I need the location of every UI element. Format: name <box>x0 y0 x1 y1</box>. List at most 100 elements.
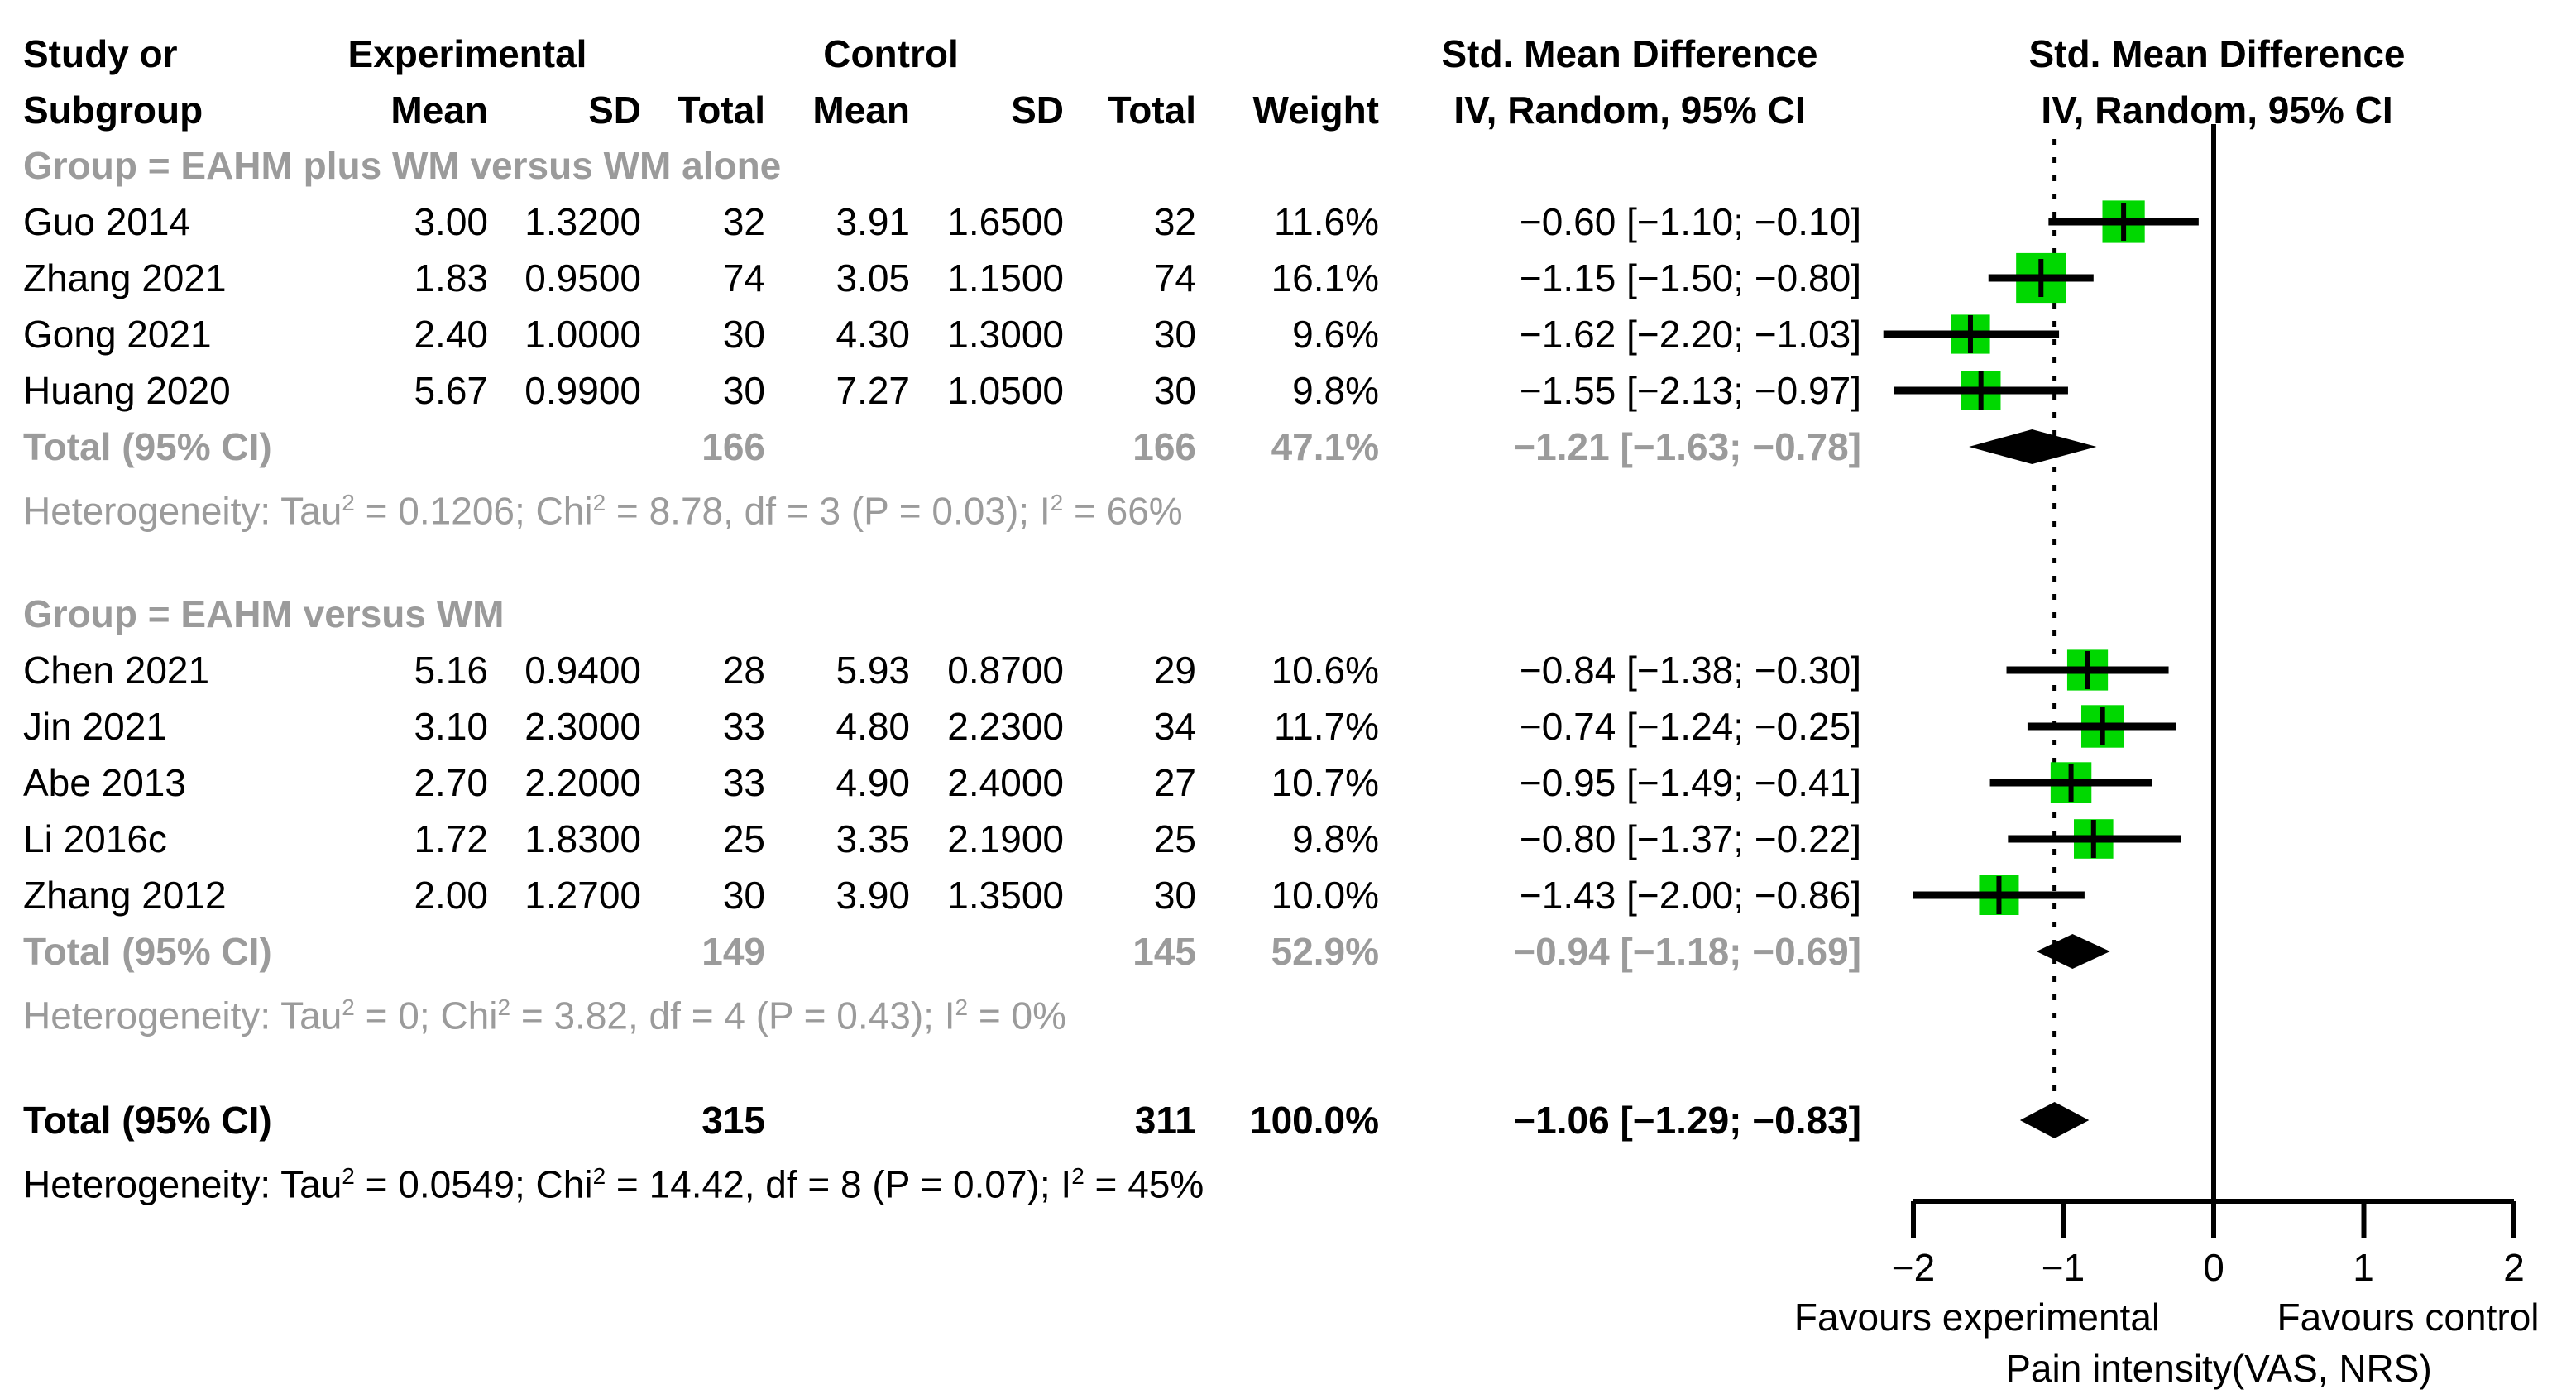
het-sup: 2 <box>342 490 355 515</box>
study-row: Huang 2020 5.67 0.9900 30 7.27 1.0500 30… <box>0 362 2576 419</box>
axis-tick-label: 0 <box>2203 1246 2224 1289</box>
header-ctrl-sd: SD <box>1011 89 1064 132</box>
exp-sd: 1.0000 <box>524 313 641 356</box>
het-sup: 2 <box>955 994 969 1020</box>
overall-ctrl-n: 311 <box>1134 1099 1196 1142</box>
study-label: Huang 2020 <box>23 369 231 412</box>
exp-total: 32 <box>722 200 765 243</box>
subgroup2-total-row: Total (95% CI) 149 145 52.9% −0.94 [−1.1… <box>0 923 2576 980</box>
overall-weight: 100.0% <box>1249 1099 1379 1142</box>
weight-value: 11.7% <box>1273 705 1379 748</box>
subgroup1-total-row: Total (95% CI) 166 166 47.1% −1.21 [−1.6… <box>0 419 2576 475</box>
smd-ci-value: −0.80 [−1.37; −0.22] <box>1519 817 1861 860</box>
smd-ci-value: −0.95 [−1.49; −0.41] <box>1519 761 1861 804</box>
study-label: Gong 2021 <box>23 313 212 356</box>
header-smd-plot: Std. Mean Difference <box>2028 32 2406 75</box>
weight-value: 10.6% <box>1271 649 1379 692</box>
study-label: Li 2016c <box>23 817 167 860</box>
exp-mean: 2.40 <box>414 313 488 356</box>
study-row: Gong 2021 2.40 1.0000 30 4.30 1.3000 30 … <box>0 306 2576 362</box>
exp-total: 33 <box>722 761 765 804</box>
subtotal-weight: 47.1% <box>1271 425 1379 468</box>
axis-tick-label: −1 <box>2041 1246 2085 1289</box>
ctrl-sd: 2.2300 <box>947 705 1064 748</box>
ctrl-total: 34 <box>1153 705 1196 748</box>
header-experimental: Experimental <box>347 32 587 75</box>
het-text: Heterogeneity: Tau <box>23 489 342 533</box>
header-ctrl-total: Total <box>1108 89 1196 132</box>
overall-heterogeneity: Heterogeneity: Tau2 = 0.0549; Chi2 = 14.… <box>23 1148 1926 1205</box>
weight-value: 9.8% <box>1292 817 1379 860</box>
header-iv-random: IV, Random, 95% CI <box>1453 89 1806 132</box>
ctrl-mean: 3.35 <box>836 817 910 860</box>
subtotal-label: Total (95% CI) <box>23 425 272 468</box>
ctrl-total: 29 <box>1153 649 1196 692</box>
ctrl-mean: 3.90 <box>836 874 910 917</box>
exp-mean: 3.10 <box>414 705 488 748</box>
ctrl-mean: 4.30 <box>836 313 910 356</box>
exp-total: 30 <box>722 369 765 412</box>
study-row: Li 2016c 1.72 1.8300 25 3.35 2.1900 25 9… <box>0 811 2576 867</box>
smd-ci-value: −1.43 [−2.00; −0.86] <box>1519 874 1861 917</box>
exp-total: 30 <box>722 313 765 356</box>
header-iv-random-plot: IV, Random, 95% CI <box>2041 89 2393 132</box>
header-study-line1: Study or <box>23 32 178 75</box>
het-text: = 0.1206; Chi <box>354 489 593 533</box>
subtotal-label: Total (95% CI) <box>23 930 272 973</box>
het-text: = 0.0549; Chi <box>354 1162 593 1206</box>
exp-sd: 1.3200 <box>524 200 641 243</box>
ctrl-mean: 4.90 <box>836 761 910 804</box>
exp-total: 33 <box>722 705 765 748</box>
het-text: Heterogeneity: Tau <box>23 994 342 1037</box>
weight-value: 9.8% <box>1292 369 1379 412</box>
smd-ci-value: −1.55 [−2.13; −0.97] <box>1519 369 1861 412</box>
ctrl-sd: 2.4000 <box>947 761 1064 804</box>
exp-mean: 3.00 <box>414 200 488 243</box>
axis-tick-label: 1 <box>2353 1246 2374 1289</box>
favours-experimental-label: Favours experimental <box>1793 1296 2161 1339</box>
ctrl-total: 30 <box>1153 313 1196 356</box>
exp-mean: 2.00 <box>414 874 488 917</box>
weight-value: 11.6% <box>1273 200 1379 243</box>
ctrl-sd: 1.1500 <box>947 256 1064 299</box>
exp-mean: 1.83 <box>414 256 488 299</box>
exp-mean: 5.67 <box>414 369 488 412</box>
het-sup: 2 <box>592 490 606 515</box>
het-text: = 66% <box>1063 489 1183 533</box>
exp-mean: 2.70 <box>414 761 488 804</box>
header-row-2: Subgroup Mean SD Total Mean SD Total Wei… <box>0 82 2576 138</box>
overall-total-row: Total (95% CI) 315 311 100.0% −1.06 [−1.… <box>0 1092 2576 1148</box>
x-axis-label: Pain intensity(VAS, NRS) <box>2005 1347 2432 1390</box>
header-smd-table: Std. Mean Difference <box>1441 32 1818 75</box>
header-exp-mean: Mean <box>390 89 488 132</box>
exp-mean: 1.72 <box>414 817 488 860</box>
ctrl-sd: 2.1900 <box>947 817 1064 860</box>
smd-ci-value: −0.84 [−1.38; −0.30] <box>1519 649 1861 692</box>
exp-sd: 1.8300 <box>524 817 641 860</box>
ctrl-sd: 1.3000 <box>947 313 1064 356</box>
smd-ci-value: −1.62 [−2.20; −1.03] <box>1519 313 1861 356</box>
study-row: Jin 2021 3.10 2.3000 33 4.80 2.2300 34 1… <box>0 698 2576 755</box>
subtotal-smd-ci: −0.94 [−1.18; −0.69] <box>1513 930 1861 973</box>
het-sup: 2 <box>592 1163 606 1189</box>
subgroup2-label-row: Group = EAHM versus WM <box>0 586 2576 642</box>
ctrl-total: 30 <box>1153 874 1196 917</box>
header-exp-sd: SD <box>588 89 641 132</box>
het-text: = 3.82, df = 4 (P = 0.43); I <box>510 994 955 1037</box>
header-study-line2: Subgroup <box>23 89 203 132</box>
header-control: Control <box>823 32 959 75</box>
het-text: Heterogeneity: Tau <box>23 1162 342 1206</box>
ctrl-total: 32 <box>1153 200 1196 243</box>
study-row: Abe 2013 2.70 2.2000 33 4.90 2.4000 27 1… <box>0 755 2576 811</box>
ctrl-sd: 1.0500 <box>947 369 1064 412</box>
het-text: = 0; Chi <box>354 994 498 1037</box>
ctrl-mean: 4.80 <box>836 705 910 748</box>
study-row: Zhang 2012 2.00 1.2700 30 3.90 1.3500 30… <box>0 867 2576 923</box>
ctrl-total: 25 <box>1153 817 1196 860</box>
het-text: = 45% <box>1084 1162 1204 1206</box>
exp-sd: 0.9900 <box>524 369 641 412</box>
ctrl-sd: 1.6500 <box>947 200 1064 243</box>
study-label: Abe 2013 <box>23 761 186 804</box>
subgroup1-heterogeneity: Heterogeneity: Tau2 = 0.1206; Chi2 = 8.7… <box>23 475 1926 533</box>
